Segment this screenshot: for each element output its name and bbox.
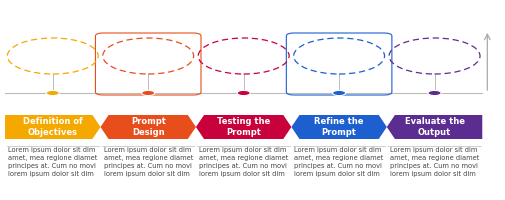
Circle shape	[333, 90, 345, 96]
Circle shape	[46, 90, 60, 96]
Text: Definition of
Objectives: Definition of Objectives	[23, 117, 83, 137]
Text: Testing the
Prompt: Testing the Prompt	[217, 117, 270, 137]
Text: Prompt
Design: Prompt Design	[131, 117, 166, 137]
Text: Lorem ipsum dolor sit dim
amet, mea regione diamet
principes at. Cum no movi
lor: Lorem ipsum dolor sit dim amet, mea regi…	[8, 147, 97, 177]
Polygon shape	[100, 115, 196, 139]
Polygon shape	[291, 115, 387, 139]
Text: Refine the
Prompt: Refine the Prompt	[314, 117, 364, 137]
Text: Lorem ipsum dolor sit dim
amet, mea regione diamet
principes at. Cum no movi
lor: Lorem ipsum dolor sit dim amet, mea regi…	[390, 147, 479, 177]
Text: Lorem ipsum dolor sit dim
amet, mea regione diamet
principes at. Cum no movi
lor: Lorem ipsum dolor sit dim amet, mea regi…	[104, 147, 193, 177]
Text: Evaluate the
Output: Evaluate the Output	[405, 117, 465, 137]
Circle shape	[237, 90, 250, 96]
Text: Lorem ipsum dolor sit dim
amet, mea regione diamet
principes at. Cum no movi
lor: Lorem ipsum dolor sit dim amet, mea regi…	[294, 147, 384, 177]
Polygon shape	[196, 115, 291, 139]
Polygon shape	[5, 115, 100, 139]
Circle shape	[141, 90, 155, 96]
Polygon shape	[387, 115, 482, 139]
Circle shape	[428, 90, 441, 96]
Text: Lorem ipsum dolor sit dim
amet, mea regione diamet
principes at. Cum no movi
lor: Lorem ipsum dolor sit dim amet, mea regi…	[199, 147, 288, 177]
